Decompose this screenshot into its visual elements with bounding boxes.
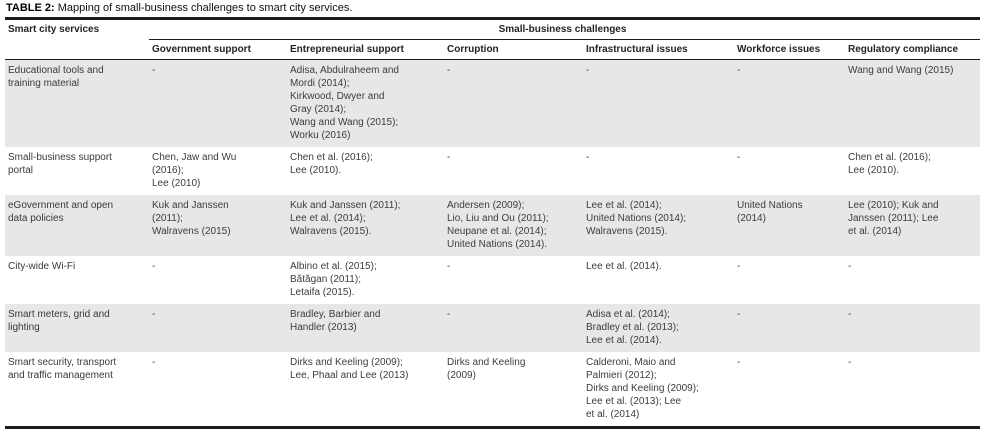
column-header-entrepreneurial-support: Entrepreneurial support	[287, 39, 444, 60]
page: TABLE 2: Mapping of small-business chall…	[5, 2, 981, 429]
citation-cell: Kuk and Janssen (2011); Lee et al. (2014…	[290, 200, 401, 237]
citation-cell: -	[447, 152, 451, 163]
table-body: Educational tools and training material …	[5, 59, 981, 428]
citation-cell: Adisa, Abdulraheem and Mordi (2014); Kir…	[290, 65, 399, 141]
column-header-workforce-issues: Workforce issues	[734, 39, 845, 60]
table-header: Smart city services Small-business chall…	[5, 18, 981, 60]
service-cell: Small-business support portal	[8, 152, 112, 176]
citation-cell: Albino et al. (2015); Bătăgan (2011); Le…	[290, 261, 377, 298]
citation-cell: Lee et al. (2014); United Nations (2014)…	[586, 200, 687, 237]
citation-cell: -	[152, 261, 156, 272]
table-title: TABLE 2: Mapping of small-business chall…	[5, 2, 980, 17]
citation-cell: -	[737, 152, 741, 163]
citation-cell: Chen et al. (2016); Lee (2010).	[848, 152, 931, 176]
citation-cell: -	[848, 357, 852, 368]
citation-cell: Wang and Wang (2015)	[848, 65, 954, 76]
citation-cell: -	[848, 261, 852, 272]
table-row: Small-business support portal Chen, Jaw …	[5, 147, 980, 195]
column-header-smart-city-services: Smart city services	[5, 18, 149, 60]
table-row: Educational tools and training material …	[5, 59, 981, 147]
table-row: Smart security, transport and traffic ma…	[5, 352, 980, 428]
column-header-infrastructural-issues: Infrastructural issues	[583, 39, 734, 60]
citation-cell: -	[447, 309, 451, 320]
citation-cell: Dirks and Keeling (2009); Lee, Phaal and…	[290, 357, 409, 381]
citation-cell: -	[737, 65, 741, 76]
citation-cell: Calderoni, Maio and Palmieri (2012); Dir…	[586, 357, 699, 420]
service-cell: Smart meters, grid and lighting	[8, 309, 110, 333]
citation-cell: Chen et al. (2016); Lee (2010).	[290, 152, 373, 176]
citation-cell: -	[737, 261, 741, 272]
citation-cell: -	[586, 152, 590, 163]
table-row: City-wide Wi-Fi - Albino et al. (2015); …	[5, 256, 980, 304]
citation-cell: -	[586, 65, 590, 76]
citation-cell: -	[737, 357, 741, 368]
citation-cell: -	[737, 309, 741, 320]
citation-cell: Kuk and Janssen (2011); Walravens (2015)	[152, 200, 231, 237]
citation-cell: -	[447, 261, 451, 272]
citation-cell: Lee (2010); Kuk and Janssen (2011); Lee …	[848, 200, 939, 237]
citation-cell: -	[152, 357, 156, 368]
service-cell: eGovernment and open data policies	[8, 200, 114, 224]
group-header-small-business-challenges: Small-business challenges	[149, 18, 981, 40]
column-header-regulatory-compliance: Regulatory compliance	[845, 39, 981, 60]
citation-cell: -	[447, 65, 451, 76]
group-header-row: Smart city services Small-business chall…	[5, 18, 981, 60]
table-row: eGovernment and open data policies Kuk a…	[5, 195, 981, 256]
table-title-text: Mapping of small-business challenges to …	[57, 2, 353, 14]
citation-cell: -	[848, 309, 852, 320]
mapping-table: Smart city services Small-business chall…	[5, 17, 981, 429]
citation-cell: Andersen (2009); Lio, Liu and Ou (2011);…	[447, 200, 549, 250]
citation-cell: United Nations (2014)	[737, 200, 803, 224]
service-cell: City-wide Wi-Fi	[8, 261, 76, 272]
column-header-corruption: Corruption	[444, 39, 583, 60]
citation-cell: -	[152, 309, 156, 320]
table-number-label: TABLE 2:	[6, 2, 55, 14]
service-cell: Smart security, transport and traffic ma…	[8, 357, 117, 381]
citation-cell: Chen, Jaw and Wu (2016); Lee (2010)	[152, 152, 237, 189]
citation-cell: Lee et al. (2014).	[586, 261, 662, 272]
column-header-government-support: Government support	[149, 39, 287, 60]
citation-cell: Adisa et al. (2014); Bradley et al. (201…	[586, 309, 679, 346]
citation-cell: Bradley, Barbier and Handler (2013)	[290, 309, 381, 333]
service-cell: Educational tools and training material	[8, 65, 104, 89]
citation-cell: Dirks and Keeling (2009)	[447, 357, 526, 381]
citation-cell: -	[152, 65, 156, 76]
sub-header-row: Government support Entrepreneurial suppo…	[5, 39, 981, 60]
table-row: Smart meters, grid and lighting - Bradle…	[5, 304, 981, 352]
